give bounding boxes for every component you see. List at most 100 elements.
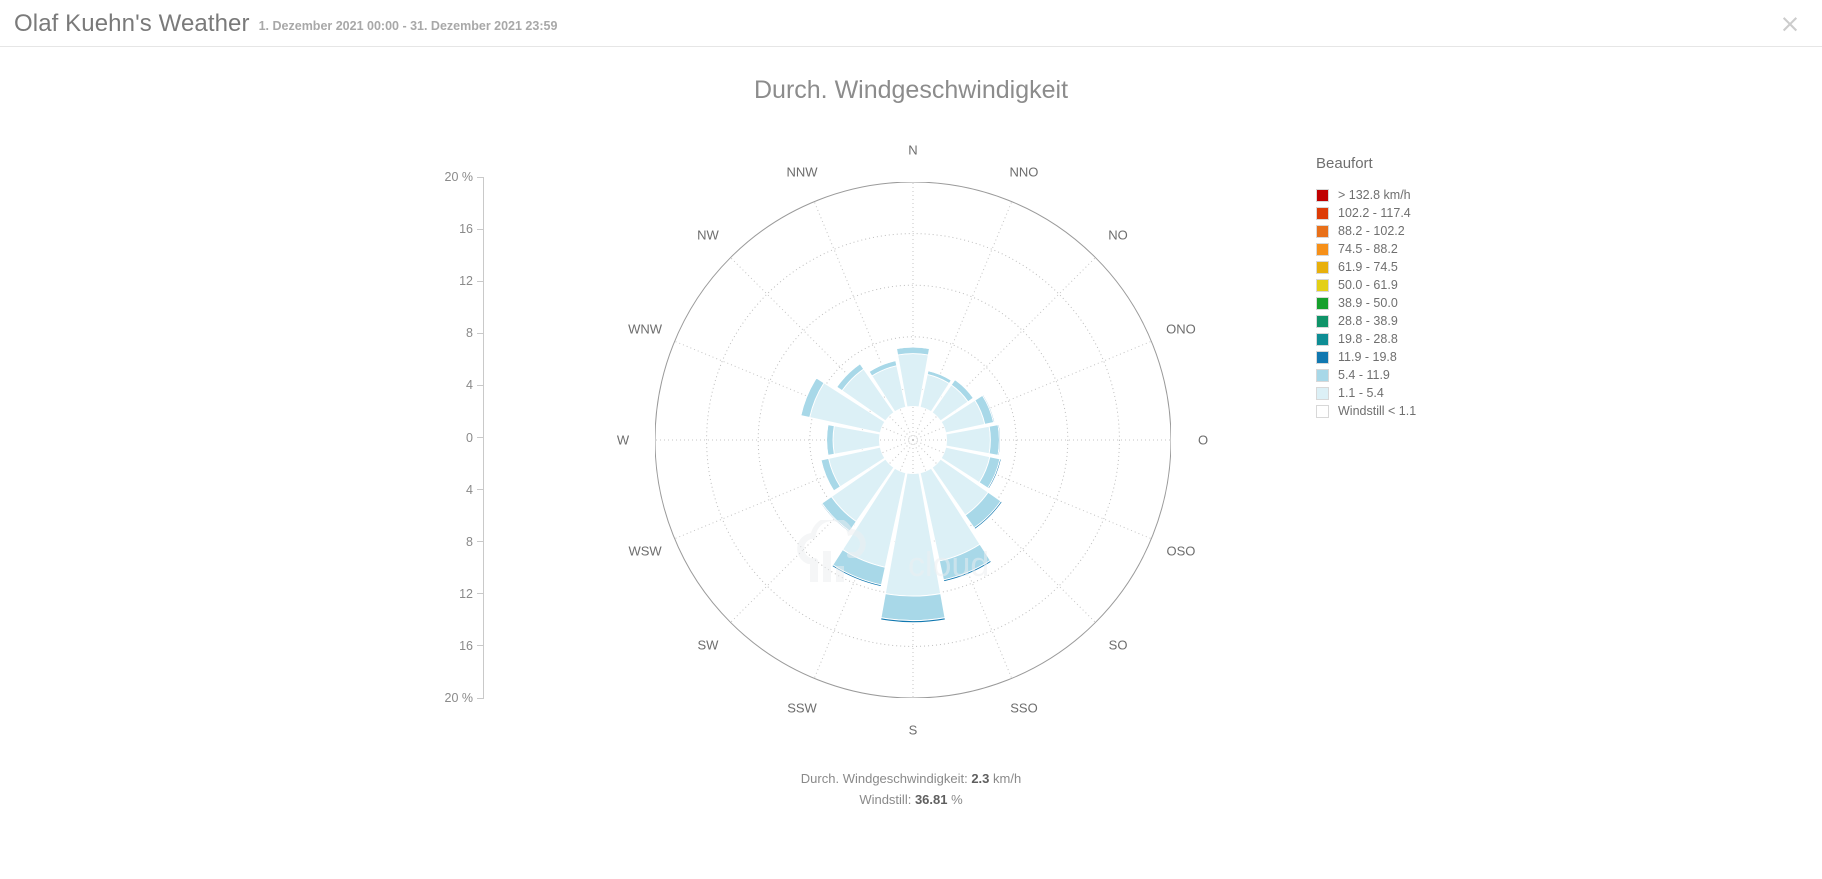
axis-tick-label: 8 bbox=[466, 326, 473, 341]
legend-item-label: 28.8 - 38.9 bbox=[1338, 314, 1398, 328]
axis-tick-label: 16 bbox=[459, 222, 473, 237]
axis-tick-mark bbox=[477, 280, 484, 282]
wind-rose-segment[interactable] bbox=[826, 424, 835, 456]
legend-item[interactable]: 88.2 - 102.2 bbox=[1316, 222, 1546, 240]
axis-tick-mark bbox=[477, 228, 484, 230]
axis-tick-label: 0 bbox=[466, 430, 473, 445]
wind-rose-segment[interactable] bbox=[987, 458, 1002, 490]
axis-tick-mark bbox=[477, 697, 484, 699]
wind-rose-plot bbox=[655, 182, 1171, 698]
legend-color-swatch bbox=[1316, 206, 1329, 220]
legend-item-label: 50.0 - 61.9 bbox=[1338, 278, 1398, 292]
wind-rose-segment[interactable] bbox=[819, 459, 835, 492]
legend-item-label: 74.5 - 88.2 bbox=[1338, 242, 1398, 256]
calm-value: 36.81 bbox=[914, 792, 948, 807]
wind-rose-segment[interactable] bbox=[880, 593, 946, 622]
legend-item[interactable]: 19.8 - 28.8 bbox=[1316, 330, 1546, 348]
wind-rose-petals bbox=[799, 346, 1003, 624]
legend-item[interactable]: 1.1 - 5.4 bbox=[1316, 384, 1546, 402]
compass-label-wnw: WNW bbox=[628, 321, 663, 337]
average-wind-speed-line: Durch. Windgeschwindigkeit: 2.3 km/h bbox=[0, 768, 1822, 789]
legend-item[interactable]: 11.9 - 19.8 bbox=[1316, 348, 1546, 366]
legend-color-swatch bbox=[1316, 332, 1329, 346]
wind-rose-segment[interactable] bbox=[954, 378, 975, 399]
legend-color-swatch bbox=[1316, 296, 1329, 310]
compass-label-o: O bbox=[1197, 432, 1209, 448]
wind-rose-segment[interactable] bbox=[997, 423, 1001, 457]
legend-item-label: 102.2 - 117.4 bbox=[1338, 206, 1411, 220]
header-title-group: Olaf Kuehn's Weather 1. Dezember 2021 00… bbox=[14, 0, 557, 47]
axis-tick: 16 bbox=[459, 639, 484, 653]
wind-rose-segment[interactable] bbox=[896, 346, 930, 356]
calm-line: Windstill: 36.81 % bbox=[0, 789, 1822, 810]
legend-color-swatch bbox=[1316, 260, 1329, 274]
axis-tick-mark bbox=[477, 176, 484, 178]
wind-rose-segment[interactable] bbox=[973, 500, 1003, 530]
legend-color-swatch bbox=[1316, 350, 1329, 364]
compass-label-no: NO bbox=[1108, 227, 1128, 243]
legend-item-label: 88.2 - 102.2 bbox=[1338, 224, 1405, 238]
wind-rose-segment[interactable] bbox=[988, 424, 1000, 456]
axis-tick-label: 4 bbox=[466, 482, 473, 497]
compass-label-nnw: NNW bbox=[786, 164, 818, 180]
close-icon[interactable]: × bbox=[1779, 9, 1801, 38]
wind-rose-segment[interactable] bbox=[942, 559, 992, 583]
compass-label-nno: NNO bbox=[1009, 164, 1039, 180]
compass-label-nw: NW bbox=[697, 227, 719, 243]
legend-item[interactable]: 50.0 - 61.9 bbox=[1316, 276, 1546, 294]
legend-item[interactable]: 38.9 - 50.0 bbox=[1316, 294, 1546, 312]
legend-item[interactable]: 5.4 - 11.9 bbox=[1316, 366, 1546, 384]
wind-rose-segment[interactable] bbox=[927, 369, 953, 381]
wind-rose-segment[interactable] bbox=[835, 362, 861, 388]
axis-tick-label: 8 bbox=[466, 534, 473, 549]
axis-tick-mark bbox=[477, 645, 484, 647]
legend-color-swatch bbox=[1316, 188, 1329, 202]
wind-rose-segment[interactable] bbox=[868, 359, 897, 373]
compass-label-ono: ONO bbox=[1166, 321, 1196, 337]
legend-item[interactable]: > 132.8 km/h bbox=[1316, 186, 1546, 204]
axis-tick: 8 bbox=[466, 326, 484, 340]
average-wind-speed-label: Durch. Windgeschwindigkeit: bbox=[800, 771, 968, 786]
calm-unit: % bbox=[951, 792, 963, 807]
window-header: Olaf Kuehn's Weather 1. Dezember 2021 00… bbox=[0, 0, 1822, 47]
legend-color-swatch bbox=[1316, 224, 1329, 238]
legend-item[interactable]: 102.2 - 117.4 bbox=[1316, 204, 1546, 222]
wind-rose-segment[interactable] bbox=[831, 564, 882, 588]
axis-tick: 0 bbox=[466, 431, 484, 445]
axis-tick-mark bbox=[477, 332, 484, 334]
axis-tick: 8 bbox=[466, 535, 484, 549]
legend-item-label: 19.8 - 28.8 bbox=[1338, 332, 1398, 346]
average-wind-speed-unit: km/h bbox=[993, 771, 1022, 786]
calm-label: Windstill: bbox=[859, 792, 912, 807]
wind-rose-segment[interactable] bbox=[880, 617, 946, 624]
compass-label-wsw: WSW bbox=[628, 543, 662, 559]
axis-tick-mark bbox=[477, 593, 484, 595]
wind-rose-segment[interactable] bbox=[825, 424, 829, 456]
legend-item[interactable]: 28.8 - 38.9 bbox=[1316, 312, 1546, 330]
compass-label-sso: SSO bbox=[1010, 700, 1038, 716]
axis-tick-label: 12 bbox=[459, 586, 473, 601]
axis-tick-label: 4 bbox=[466, 378, 473, 393]
legend-color-swatch bbox=[1316, 368, 1329, 382]
wind-rose-svg bbox=[655, 182, 1171, 698]
legend-color-swatch bbox=[1316, 404, 1329, 418]
legend-item[interactable]: Windstill < 1.1 bbox=[1316, 402, 1546, 420]
legend-item-label: > 132.8 km/h bbox=[1338, 188, 1411, 202]
wind-rose-segment[interactable] bbox=[981, 394, 996, 423]
compass-label-so: SO bbox=[1108, 637, 1128, 653]
axis-tick-mark bbox=[477, 541, 484, 543]
legend-color-swatch bbox=[1316, 386, 1329, 400]
wind-rose-segment[interactable] bbox=[895, 346, 931, 350]
axis-tick-label: 16 bbox=[459, 638, 473, 653]
legend-item[interactable]: 74.5 - 88.2 bbox=[1316, 240, 1546, 258]
axis-tick-mark bbox=[477, 437, 484, 438]
legend-color-swatch bbox=[1316, 278, 1329, 292]
axis-tick: 12 bbox=[459, 274, 484, 288]
legend-item[interactable]: 61.9 - 74.5 bbox=[1316, 258, 1546, 276]
legend-item-list: > 132.8 km/h 102.2 - 117.4 88.2 - 102.2 74.… bbox=[1316, 186, 1546, 420]
legend-item-label: 61.9 - 74.5 bbox=[1338, 260, 1398, 274]
wind-rose-segment[interactable] bbox=[799, 376, 818, 417]
axis-tick-mark bbox=[477, 489, 484, 491]
axis-tick: 4 bbox=[466, 378, 484, 392]
axis-tick-label: 20 % bbox=[444, 691, 474, 705]
